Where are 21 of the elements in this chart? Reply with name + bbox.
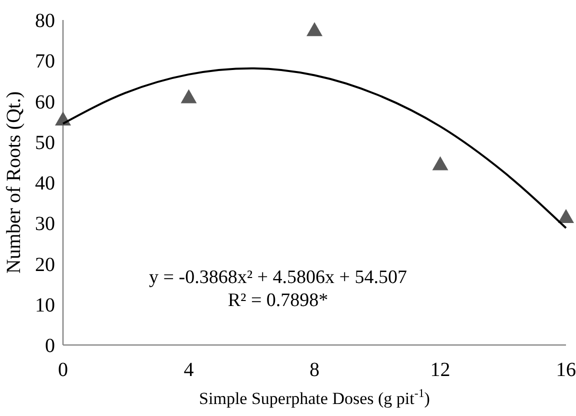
y-tick-label: 30: [35, 213, 55, 236]
x-tick-label: 12: [430, 359, 450, 381]
point: [558, 209, 574, 224]
point: [306, 22, 322, 36]
y-tick-label: 20: [35, 254, 55, 276]
x-tick-label: 4: [184, 359, 194, 381]
x-axis-title: Simple Superphate Doses (g pit$^{-1}$): [199, 386, 430, 408]
y-tick-label: 40: [35, 172, 55, 194]
annotation: y = -0.3868x² + 4.5806x + 54.507: [149, 267, 407, 288]
y-tick-label: 60: [35, 91, 55, 114]
y-tick-label: 50: [35, 132, 55, 154]
point: [180, 89, 197, 104]
y-tick-label: 0: [45, 335, 55, 357]
y-axis-title: Number of Roots (Qt.): [3, 91, 25, 274]
x-tick-label: 8: [310, 359, 320, 381]
annotation: R² = 0.7898*: [228, 290, 328, 311]
y-tick-label: 70: [35, 50, 55, 73]
y-tick-label: 80: [35, 10, 55, 32]
y-tick-label: 10: [35, 294, 55, 316]
point: [432, 156, 448, 170]
x-tick-label: 16: [556, 359, 576, 381]
